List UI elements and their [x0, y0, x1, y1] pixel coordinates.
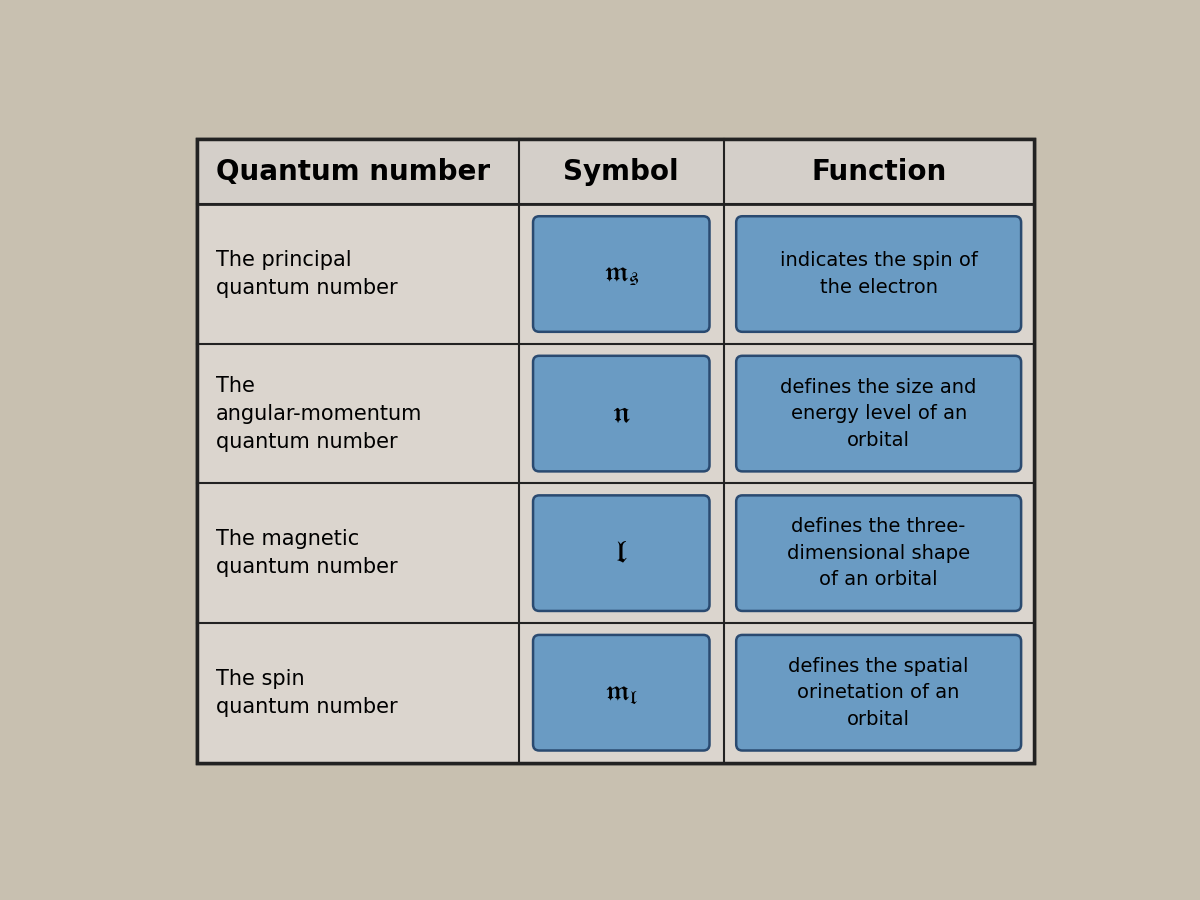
FancyBboxPatch shape	[533, 216, 709, 332]
FancyBboxPatch shape	[736, 216, 1021, 332]
Text: defines the size and
energy level of an
orbital: defines the size and energy level of an …	[780, 378, 977, 450]
Bar	[197, 344, 1033, 483]
Text: indicates the spin of
the electron: indicates the spin of the electron	[780, 251, 978, 297]
Text: The magnetic
quantum number: The magnetic quantum number	[216, 529, 397, 577]
Text: Quantum number: Quantum number	[216, 158, 490, 185]
Text: The principal
quantum number: The principal quantum number	[216, 250, 397, 298]
FancyBboxPatch shape	[533, 495, 709, 611]
Text: $\mathfrak{l}$: $\mathfrak{l}$	[614, 539, 628, 568]
Text: Function: Function	[811, 158, 947, 185]
Text: $\mathfrak{m}_\mathfrak{s}$: $\mathfrak{m}_\mathfrak{s}$	[602, 260, 640, 288]
FancyBboxPatch shape	[736, 634, 1021, 751]
Text: The
angular-momentum
quantum number: The angular-momentum quantum number	[216, 375, 422, 452]
Bar	[197, 623, 1033, 762]
Text: defines the three-
dimensional shape
of an orbital: defines the three- dimensional shape of …	[787, 518, 971, 590]
Bar	[197, 483, 1033, 623]
FancyBboxPatch shape	[736, 356, 1021, 472]
Text: The spin
quantum number: The spin quantum number	[216, 669, 397, 716]
Bar	[197, 139, 1033, 204]
FancyBboxPatch shape	[533, 356, 709, 472]
Text: $\mathfrak{n}$: $\mathfrak{n}$	[612, 399, 631, 428]
Bar	[197, 204, 1033, 344]
Text: defines the spatial
orinetation of an
orbital: defines the spatial orinetation of an or…	[788, 657, 968, 729]
FancyBboxPatch shape	[736, 495, 1021, 611]
Text: $\mathfrak{m}_\mathfrak{l}$: $\mathfrak{m}_\mathfrak{l}$	[604, 679, 638, 706]
FancyBboxPatch shape	[533, 634, 709, 751]
Text: Symbol: Symbol	[564, 158, 679, 185]
